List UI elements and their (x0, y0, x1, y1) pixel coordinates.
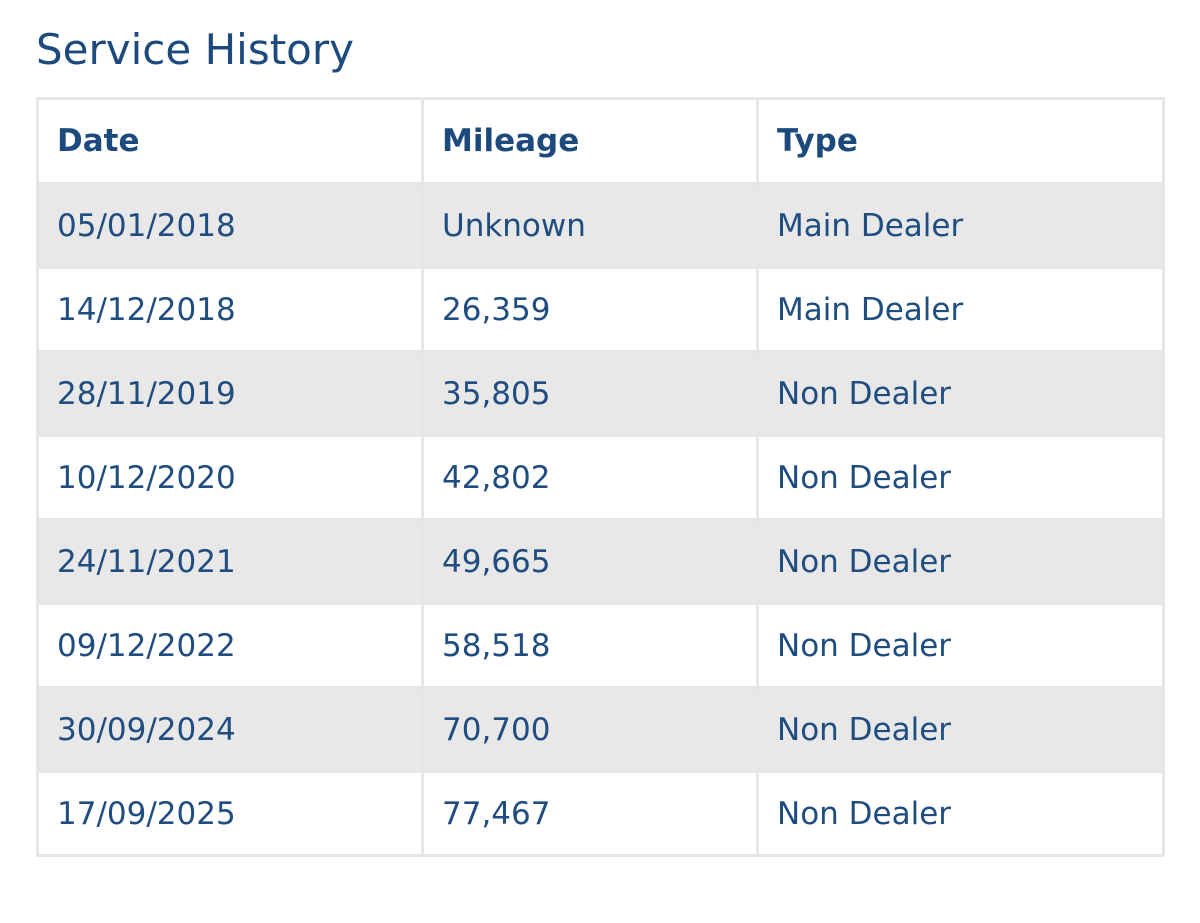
table-cell: 30/09/2024 (36, 686, 424, 773)
table-cell: 42,802 (421, 434, 759, 521)
table-cell: 35,805 (421, 350, 759, 437)
table-row: 10/12/2020 42,802 Non Dealer (36, 434, 1165, 521)
table-cell: Main Dealer (756, 182, 1165, 269)
service-history-table: Date Mileage Type 05/01/2018 Unknown Main De… (36, 97, 1165, 857)
table-cell: 49,665 (421, 518, 759, 605)
table-cell: 09/12/2022 (36, 602, 424, 689)
table-cell: 17/09/2025 (36, 770, 424, 857)
table-row: 17/09/2025 77,467 Non Dealer (36, 770, 1165, 857)
table-cell: Main Dealer (756, 266, 1165, 353)
table-cell: 70,700 (421, 686, 759, 773)
table-cell: Non Dealer (756, 434, 1165, 521)
table-cell: 26,359 (421, 266, 759, 353)
table-row: 30/09/2024 70,700 Non Dealer (36, 686, 1165, 773)
table-cell: Non Dealer (756, 350, 1165, 437)
table-cell: Non Dealer (756, 602, 1165, 689)
table-row: 09/12/2022 58,518 Non Dealer (36, 602, 1165, 689)
table-cell: 05/01/2018 (36, 182, 424, 269)
header-row: Date Mileage Type (36, 97, 1165, 185)
column-header: Mileage (421, 97, 759, 185)
table-cell: 58,518 (421, 602, 759, 689)
column-header: Date (36, 97, 424, 185)
table-row: 05/01/2018 Unknown Main Dealer (36, 182, 1165, 269)
table-cell: 14/12/2018 (36, 266, 424, 353)
table-cell: Unknown (421, 182, 759, 269)
column-header: Type (756, 97, 1165, 185)
page-title: Service History (36, 25, 354, 74)
table-row: 14/12/2018 26,359 Main Dealer (36, 266, 1165, 353)
table-cell: 28/11/2019 (36, 350, 424, 437)
table-cell: Non Dealer (756, 518, 1165, 605)
table-cell: 77,467 (421, 770, 759, 857)
table-cell: 10/12/2020 (36, 434, 424, 521)
table-cell: Non Dealer (756, 770, 1165, 857)
table-row: 28/11/2019 35,805 Non Dealer (36, 350, 1165, 437)
table-cell: 24/11/2021 (36, 518, 424, 605)
table-cell: Non Dealer (756, 686, 1165, 773)
table-row: 24/11/2021 49,665 Non Dealer (36, 518, 1165, 605)
